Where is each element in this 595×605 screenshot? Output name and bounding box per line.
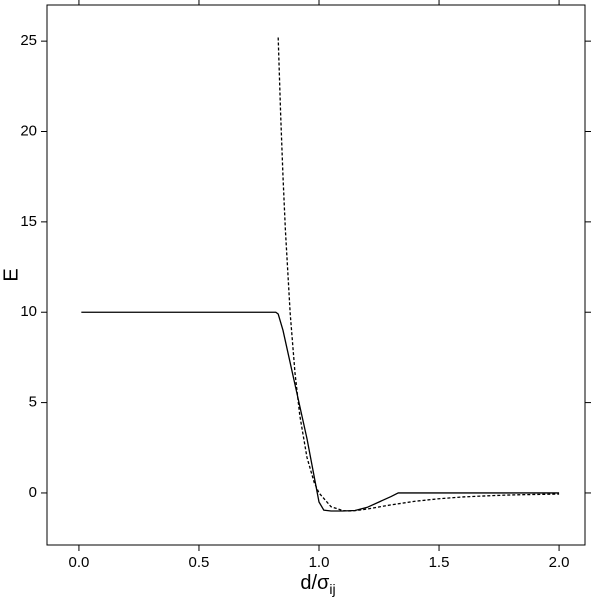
y-tick-label: 0 [29, 484, 37, 501]
line-series [277, 37, 560, 512]
y-tick-label: 20 [20, 122, 37, 139]
y-tick-label: 25 [20, 32, 37, 49]
x-axis-label-subscript: ij [329, 581, 335, 597]
x-axis-label: d/σij [300, 572, 335, 596]
y-tick-label: 15 [20, 213, 37, 230]
y-tick-label: 10 [20, 303, 37, 320]
x-tick-label: 0.0 [68, 554, 89, 571]
x-tick-label: 1.0 [309, 554, 330, 571]
x-axis-label-main: d/σ [300, 572, 330, 594]
line-series [81, 311, 560, 512]
plot-frame [46, 4, 586, 546]
x-tick-label: 0.5 [189, 554, 210, 571]
x-tick-label: 2.0 [549, 554, 570, 571]
y-axis-label: E [0, 268, 22, 281]
y-tick-label: 5 [29, 394, 37, 411]
x-tick-label: 1.5 [429, 554, 450, 571]
